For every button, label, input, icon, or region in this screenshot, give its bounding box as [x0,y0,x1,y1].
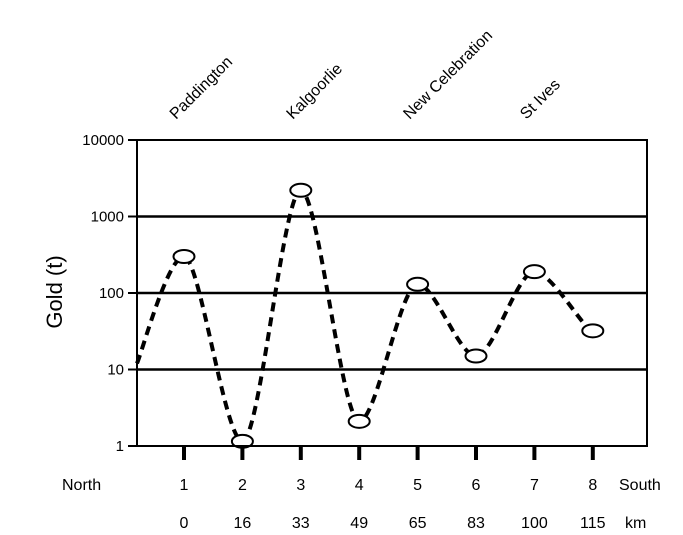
data-point [289,182,313,198]
y-tick-label: 100 [99,285,124,302]
data-markers [172,182,605,449]
data-point [347,413,371,429]
x-tick-label: 4 [355,477,364,494]
south-label: South [619,477,661,494]
x-tick-label: 6 [472,477,481,494]
site-label: New Celebration [400,27,496,123]
y-axis-label: Gold (t) [42,255,67,328]
data-point [406,276,430,292]
x-tick-label: 7 [530,477,539,494]
x-tick-label: 1 [180,477,189,494]
north-label: North [62,477,101,494]
y-tick-label: 1 [116,438,124,455]
data-point [172,249,196,265]
distance-label: 115 [580,515,606,532]
distance-label: 33 [292,515,310,532]
x-tick-label: 8 [588,477,597,494]
data-point [522,264,546,280]
distance-label: 49 [350,515,368,532]
site-label: Kalgoorlie [284,60,346,122]
distance-label: 0 [180,515,189,532]
site-label: St Ives [517,76,564,123]
x-tick-label: 5 [413,477,422,494]
distance-label: 83 [467,515,485,532]
site-label: Paddington [167,54,236,123]
x-tick-label: 3 [296,477,305,494]
site-labels: Paddington Kalgoorlie New Celebration St Iv… [167,27,564,123]
distance-label: 16 [234,515,252,532]
x-tick-label: 2 [238,477,247,494]
data-point [464,348,488,364]
distance-label: 100 [521,515,548,532]
y-axis-ticks: 1 10 100 1000 10000 [82,132,137,455]
data-point [581,323,605,339]
y-tick-label: 1000 [91,209,124,226]
distance-label: 65 [409,515,427,532]
y-tick-label: 10 [107,362,124,379]
distance-unit-label: km [625,515,646,532]
series-line [135,188,594,444]
y-tick-label: 10000 [82,132,124,149]
